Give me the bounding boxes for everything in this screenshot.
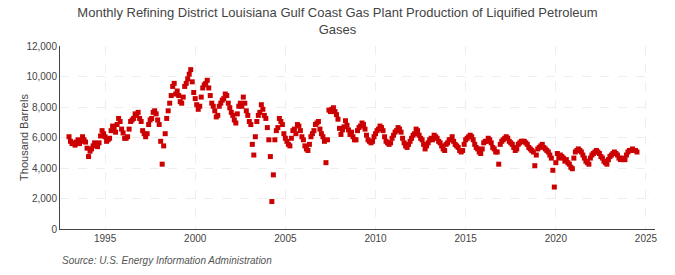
svg-text:Thousand Barrels: Thousand Barrels [18, 94, 30, 181]
svg-text:12,000: 12,000 [26, 41, 57, 52]
svg-text:2025: 2025 [635, 233, 658, 244]
svg-text:2020: 2020 [545, 233, 568, 244]
svg-text:2010: 2010 [364, 233, 387, 244]
svg-text:2015: 2015 [455, 233, 478, 244]
svg-text:2,000: 2,000 [32, 193, 57, 204]
svg-text:8,000: 8,000 [32, 102, 57, 113]
svg-text:10,000: 10,000 [26, 71, 57, 82]
svg-text:4,000: 4,000 [32, 163, 57, 174]
svg-text:Source: U.S. Energy Informatio: Source: U.S. Energy Information Administ… [62, 255, 272, 266]
svg-text:0: 0 [51, 224, 57, 235]
svg-text:1995: 1995 [94, 233, 117, 244]
svg-text:2000: 2000 [184, 233, 207, 244]
svg-text:Monthly Refining District Loui: Monthly Refining District Louisiana Gulf… [77, 5, 597, 37]
svg-text:2005: 2005 [274, 233, 297, 244]
svg-text:6,000: 6,000 [32, 132, 57, 143]
